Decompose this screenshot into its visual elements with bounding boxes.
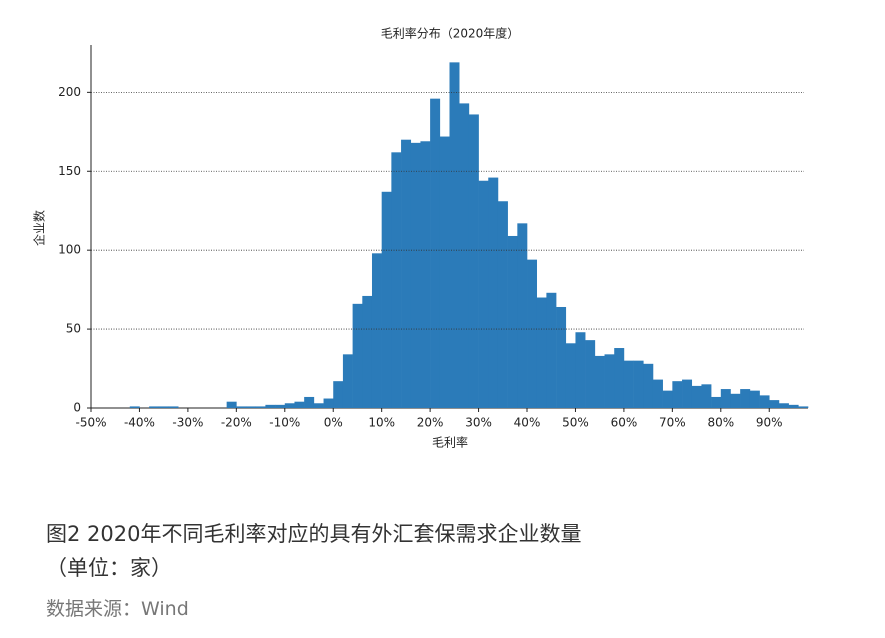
bar — [313, 403, 324, 408]
bar — [323, 398, 334, 408]
caption-unit: （单位：家） — [46, 556, 172, 580]
bar — [546, 292, 557, 408]
bar — [391, 152, 402, 408]
x-tick-label: 40% — [514, 416, 541, 430]
bar — [362, 295, 373, 408]
chart: 毛利率分布（2020年度） 毛利率 企业数 0 50 100 150 200 -50% -4… — [32, 26, 809, 450]
x-tick-label: 70% — [659, 416, 686, 430]
bar — [672, 381, 683, 408]
bar — [371, 253, 382, 408]
bar — [129, 406, 140, 408]
x-tick-label: 60% — [611, 416, 638, 430]
bar — [226, 401, 237, 408]
y-axis-label: 企业数 — [32, 210, 47, 246]
bar — [342, 354, 353, 408]
bar — [420, 141, 431, 408]
x-tick-label: -50% — [75, 416, 106, 430]
y-tick-label: 0 — [73, 401, 81, 415]
bar — [662, 390, 673, 408]
bar — [652, 379, 663, 408]
y-tick-label: 50 — [66, 322, 81, 336]
bar — [410, 142, 421, 408]
y-tick-label: 150 — [58, 164, 81, 178]
bar — [430, 98, 441, 409]
bar — [527, 259, 538, 408]
bar — [749, 390, 760, 408]
bar — [265, 404, 276, 408]
bar — [759, 395, 770, 408]
bar — [352, 303, 363, 408]
bar — [149, 406, 160, 408]
bar — [236, 406, 247, 408]
x-tick-label: 80% — [707, 416, 734, 430]
x-tick-label: 20% — [417, 416, 444, 430]
caption-title: 图2 2020年不同毛利率对应的具有外汇套保需求企业数量 — [46, 522, 582, 546]
bar — [304, 396, 315, 408]
bar — [536, 297, 547, 408]
bar — [711, 396, 722, 408]
bar — [575, 332, 586, 408]
bar — [478, 180, 489, 408]
bar — [565, 343, 576, 408]
bar — [614, 348, 625, 408]
bar — [701, 384, 712, 408]
bar — [604, 354, 615, 408]
bar — [633, 360, 644, 408]
x-tick-label: 30% — [465, 416, 492, 430]
bar — [449, 62, 460, 408]
bar — [691, 385, 702, 408]
bar — [720, 389, 731, 408]
bar — [788, 404, 799, 408]
bar — [643, 363, 654, 408]
bar — [730, 393, 741, 408]
bar — [778, 403, 789, 408]
bar — [294, 401, 305, 408]
bar — [507, 235, 518, 408]
x-tick-label: -40% — [124, 416, 155, 430]
bar — [401, 139, 412, 408]
bar — [556, 306, 567, 408]
bar — [333, 381, 344, 408]
x-tick-label: 50% — [562, 416, 589, 430]
bar — [439, 136, 450, 408]
bar — [459, 103, 470, 408]
x-tick-label: -10% — [269, 416, 300, 430]
x-tick-label: 90% — [756, 416, 783, 430]
x-axis-label: 毛利率 — [432, 435, 468, 450]
bars — [129, 62, 809, 409]
caption-source: 数据来源：Wind — [46, 598, 189, 620]
bar — [517, 223, 528, 408]
y-tick-label: 200 — [58, 85, 81, 99]
bar — [497, 201, 508, 408]
bar — [740, 389, 751, 408]
bar — [623, 360, 634, 408]
x-tick-label: 10% — [368, 416, 395, 430]
bar — [468, 114, 479, 408]
bar — [585, 340, 596, 408]
y-tick-label: 100 — [58, 243, 81, 257]
bar — [246, 406, 257, 408]
bar — [381, 191, 392, 408]
bar — [275, 404, 286, 408]
bar — [594, 355, 605, 408]
x-tick-label: -20% — [221, 416, 252, 430]
chart-title: 毛利率分布（2020年度） — [381, 26, 520, 41]
bar — [168, 406, 179, 408]
x-tick-label: -30% — [172, 416, 203, 430]
bar — [255, 406, 266, 408]
bar — [682, 379, 693, 408]
bar — [488, 177, 499, 408]
bar — [158, 406, 169, 408]
bar — [798, 406, 809, 408]
bar — [284, 403, 295, 408]
x-tick-label: 0% — [324, 416, 343, 430]
bar — [769, 400, 780, 408]
